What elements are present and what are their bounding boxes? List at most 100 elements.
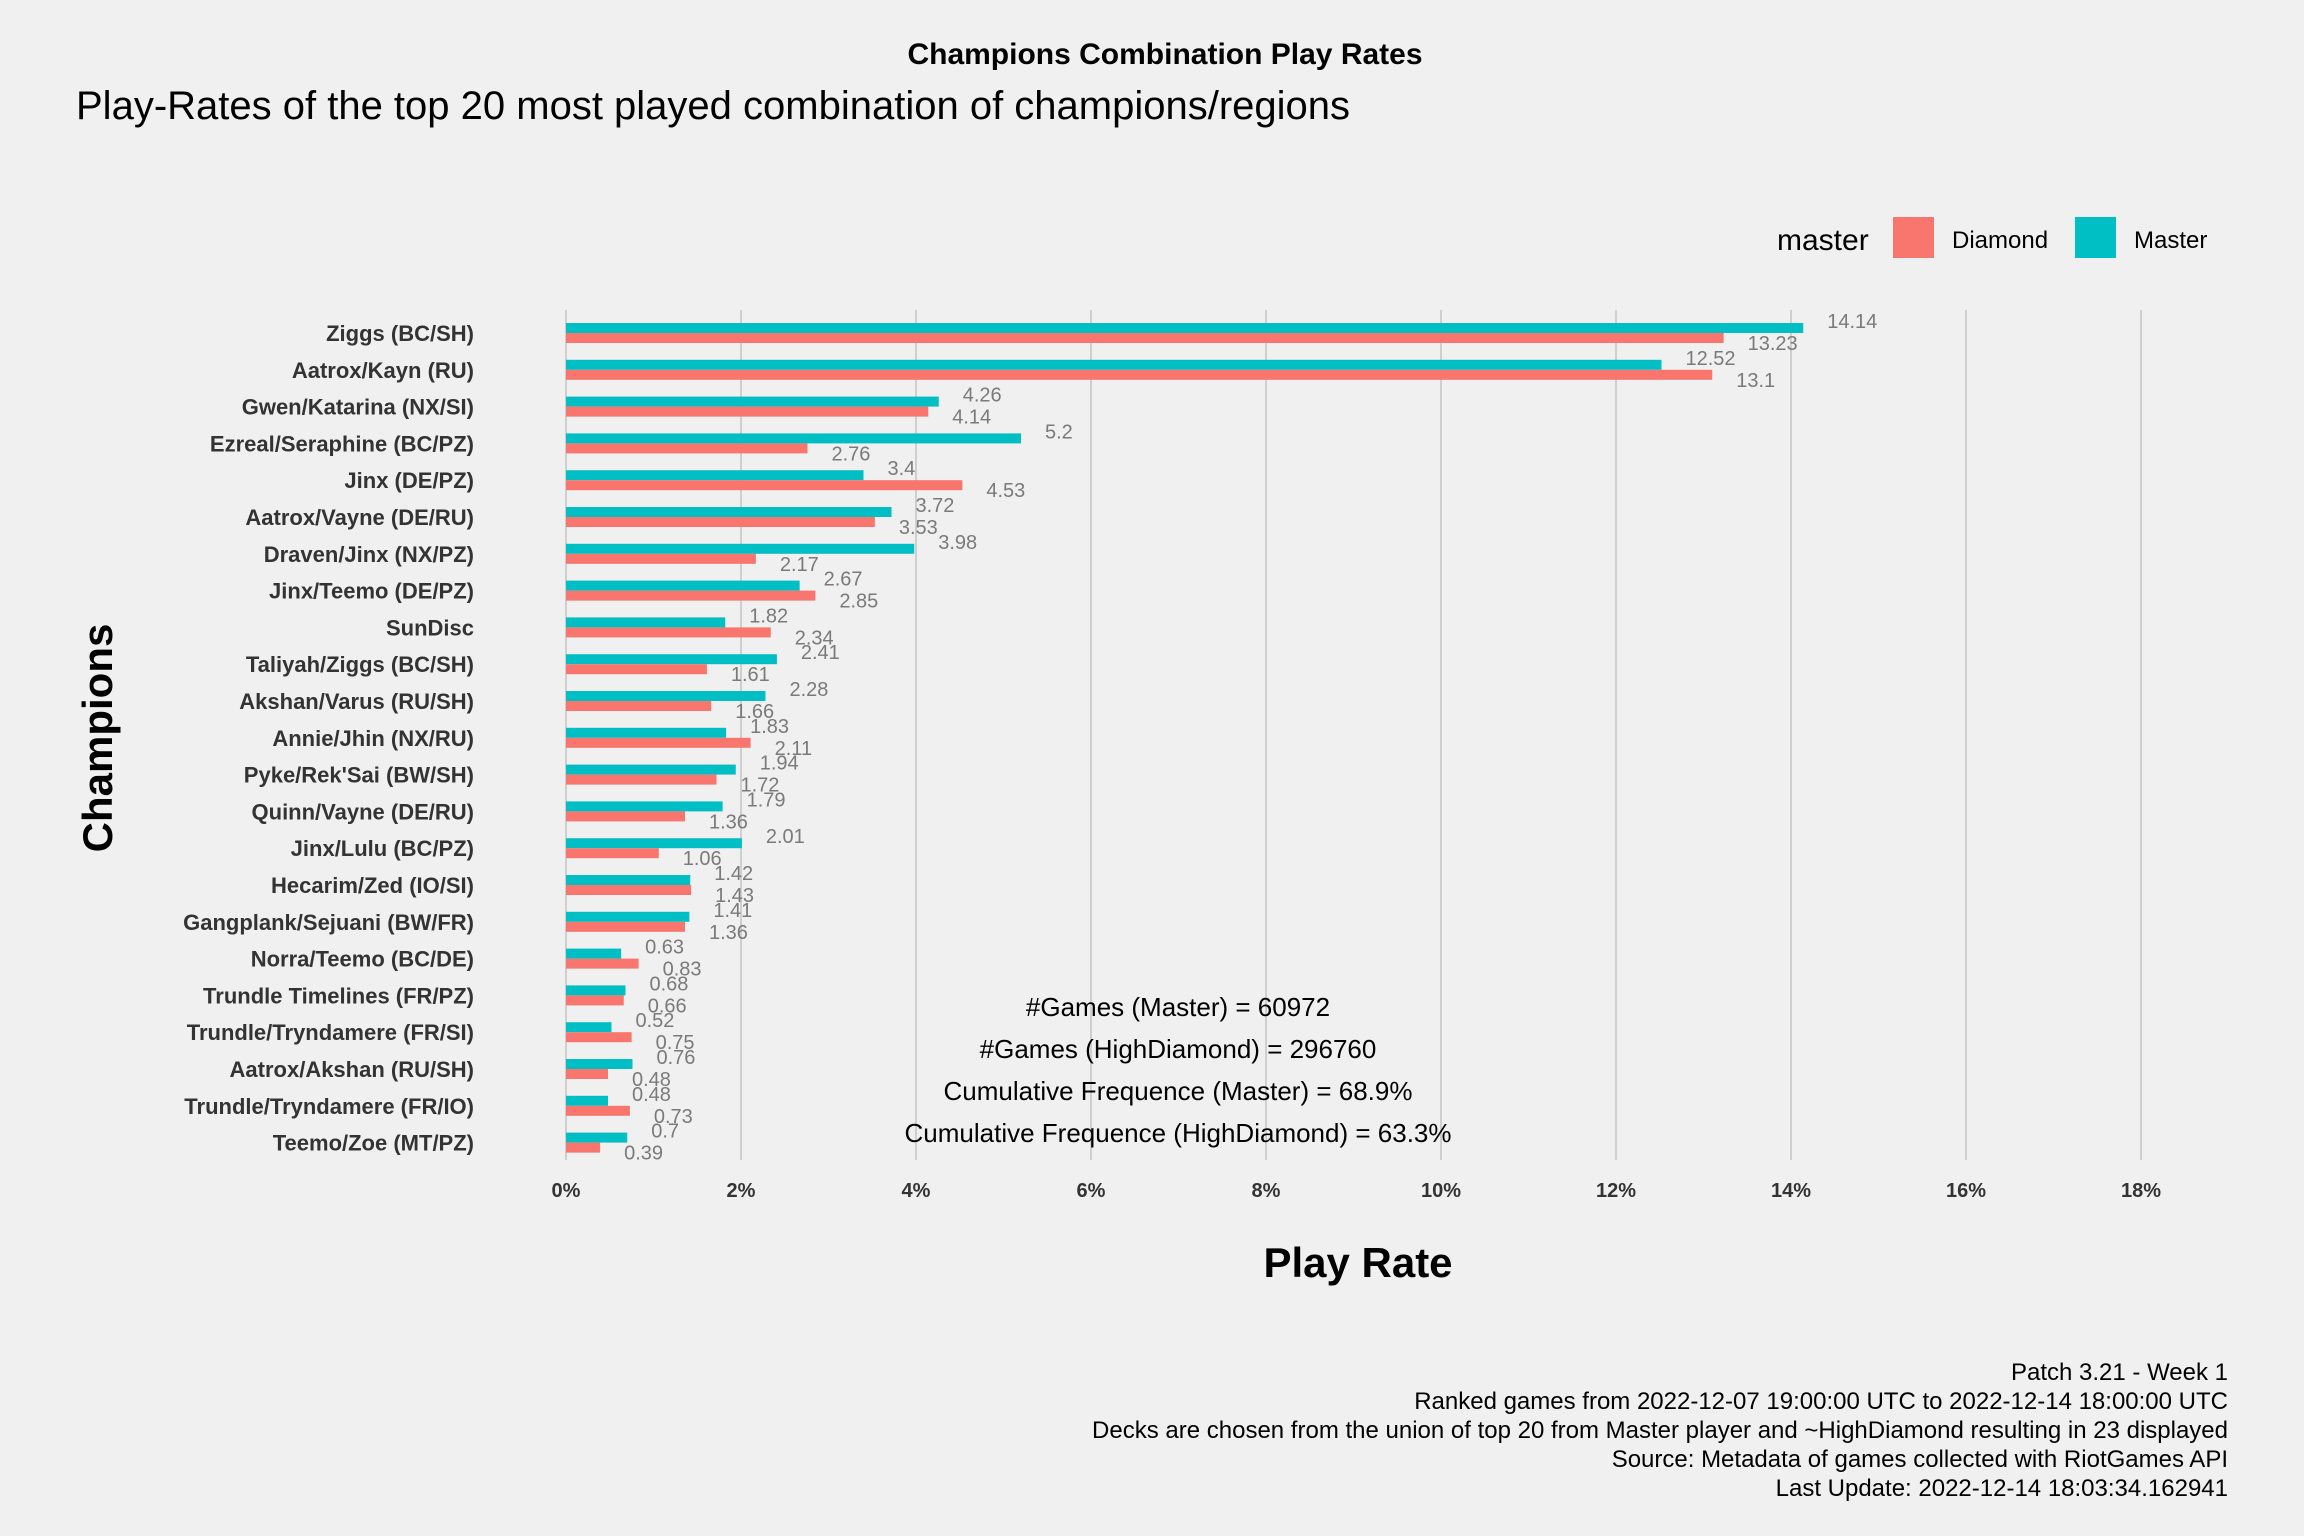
y-label-jinx-lulu-bc-pz: Jinx/Lulu (BC/PZ) <box>291 836 474 861</box>
bar-diamond-annie-jhin-nx-ru <box>566 737 751 748</box>
bar-diamond-teemo-zoe-mt-pz <box>566 1142 601 1153</box>
data-label-master: 1.83 <box>750 716 789 738</box>
annotation-games-master: #Games (Master) = 60972 <box>1026 992 1330 1022</box>
bar-master-taliyah-ziggs-bc-sh <box>566 654 777 665</box>
bar-master-ziggs-bc-sh <box>566 323 1804 333</box>
y-label-ezreal-seraphine-bc-pz: Ezreal/Seraphine (BC/PZ) <box>210 431 474 456</box>
data-label-master: 12.52 <box>1686 348 1736 370</box>
legend-swatch-diamond <box>1893 217 1934 258</box>
y-label-jinx-de-pz: Jinx (DE/PZ) <box>344 468 474 493</box>
bar-diamond-jinx-de-pz <box>566 480 963 491</box>
bar-master-trundle-timelines-fr-pz <box>566 985 626 996</box>
data-label-master: 2.67 <box>824 569 863 591</box>
x-tick-label: 2% <box>727 1180 756 1202</box>
bar-master-trundle-tryndamere-fr-io <box>566 1095 608 1106</box>
x-tick-label: 12% <box>1596 1180 1636 1202</box>
x-tick-label: 18% <box>2121 1180 2161 1202</box>
data-label-master: 1.42 <box>714 863 753 885</box>
bar-diamond-aatrox-akshan-ru-sh <box>566 1069 608 1079</box>
data-label-diamond: 4.53 <box>986 480 1025 502</box>
legend: master Diamond Master <box>1777 217 2207 258</box>
bar-master-norra-teemo-bc-de <box>566 948 622 959</box>
data-label-diamond: 0.39 <box>624 1143 663 1165</box>
chart-subtitle: Play-Rates of the top 20 most played com… <box>76 84 1350 128</box>
y-label-jinx-teemo-de-pz: Jinx/Teemo (DE/PZ) <box>269 579 474 604</box>
bar-diamond-pyke-rek-sai-bw-sh <box>566 774 717 785</box>
bar-diamond-gangplank-sejuani-bw-fr <box>566 921 685 932</box>
y-label-aatrox-kayn-ru: Aatrox/Kayn (RU) <box>292 358 474 383</box>
bar-diamond-sundisc <box>566 627 771 638</box>
y-label-taliyah-ziggs-bc-sh: Taliyah/Ziggs (BC/SH) <box>246 652 474 677</box>
annotation-cumfreq-diamond: Cumulative Frequence (HighDiamond) = 63.… <box>905 1118 1452 1148</box>
bar-master-jinx-teemo-de-pz <box>566 580 800 591</box>
bar-master-quinn-vayne-de-ru <box>566 801 723 812</box>
data-label-master: 4.26 <box>963 385 1002 407</box>
y-label-gwen-katarina-nx-si: Gwen/Katarina (NX/SI) <box>242 395 474 420</box>
y-axis-title: Champions <box>74 624 121 853</box>
data-label-diamond: 0.66 <box>648 995 687 1017</box>
data-label-diamond: 2.85 <box>839 591 878 613</box>
bar-master-teemo-zoe-mt-pz <box>566 1132 628 1143</box>
data-label-master: 3.4 <box>888 458 916 480</box>
x-axis-ticks: 0% 2% 4% 6% 8% 10% 12% 14% 16% 18% <box>552 1180 2162 1202</box>
data-label-diamond: 1.72 <box>741 775 780 797</box>
caption-line-5: Last Update: 2022-12-14 18:03:34.162941 <box>1776 1475 2228 1502</box>
annotations: #Games (Master) = 60972 #Games (HighDiam… <box>905 992 1452 1148</box>
bar-diamond-trundle-timelines-fr-pz <box>566 995 624 1006</box>
y-label-aatrox-akshan-ru-sh: Aatrox/Akshan (RU/SH) <box>230 1057 474 1082</box>
bar-master-gwen-katarina-nx-si <box>566 396 939 407</box>
bar-master-annie-jhin-nx-ru <box>566 727 727 738</box>
y-label-trundle-tryndamere-fr-si: Trundle/Tryndamere (FR/SI) <box>187 1020 474 1045</box>
y-label-norra-teemo-bc-de: Norra/Teemo (BC/DE) <box>251 947 474 972</box>
data-label-master: 2.01 <box>766 826 805 848</box>
x-tick-label: 4% <box>902 1180 931 1202</box>
caption-line-2: Ranked games from 2022-12-07 19:00:00 UT… <box>1414 1388 2228 1415</box>
bar-master-pyke-rek-sai-bw-sh <box>566 764 736 775</box>
data-label-diamond: 3.53 <box>899 517 938 539</box>
caption-line-4: Source: Metadata of games collected with… <box>1612 1446 2228 1473</box>
data-label-master: 3.98 <box>938 532 977 554</box>
y-label-ziggs-bc-sh: Ziggs (BC/SH) <box>326 321 474 346</box>
bar-diamond-taliyah-ziggs-bc-sh <box>566 664 707 675</box>
y-label-pyke-rek-sai-bw-sh: Pyke/Rek'Sai (BW/SH) <box>244 763 474 788</box>
bar-master-jinx-de-pz <box>566 470 864 481</box>
data-label-master: 1.79 <box>747 789 786 811</box>
caption-line-3: Decks are chosen from the union of top 2… <box>1092 1417 2228 1444</box>
data-label-diamond: 13.23 <box>1748 333 1798 355</box>
legend-label-diamond: Diamond <box>1952 227 2048 254</box>
y-label-quinn-vayne-de-ru: Quinn/Vayne (DE/RU) <box>252 799 474 824</box>
legend-swatch-master <box>2075 217 2116 258</box>
bar-diamond-aatrox-vayne-de-ru <box>566 517 875 527</box>
data-label-master: 3.72 <box>916 495 955 517</box>
bar-diamond-draven-jinx-nx-pz <box>566 553 756 564</box>
data-label-master: 0.68 <box>650 973 689 995</box>
data-label-diamond: 1.36 <box>709 811 748 833</box>
data-label-master: 0.52 <box>636 1010 675 1032</box>
data-label-diamond: 1.43 <box>715 885 754 907</box>
bar-master-aatrox-akshan-ru-sh <box>566 1059 633 1069</box>
data-label-master: 0.76 <box>657 1047 696 1069</box>
data-label-master: 1.41 <box>713 900 752 922</box>
data-label-master: 0.63 <box>645 937 684 959</box>
annotation-cumfreq-master: Cumulative Frequence (Master) = 68.9% <box>944 1076 1413 1106</box>
data-label-master: 1.82 <box>749 605 788 627</box>
y-label-sundisc: SunDisc <box>386 615 474 640</box>
bar-diamond-quinn-vayne-de-ru <box>566 811 685 822</box>
data-label-diamond: 2.34 <box>795 627 834 649</box>
data-label-diamond: 2.76 <box>832 443 871 465</box>
bar-master-sundisc <box>566 617 726 628</box>
data-label-master: 14.14 <box>1827 311 1877 333</box>
y-label-akshan-varus-ru-sh: Akshan/Varus (RU/SH) <box>239 689 474 714</box>
x-tick-label: 8% <box>1252 1180 1281 1202</box>
legend-title: master <box>1777 224 1869 257</box>
y-axis-labels: Ziggs (BC/SH) Aatrox/Kayn (RU) Gwen/Katari… <box>183 321 474 1156</box>
y-label-gangplank-sejuani-bw-fr: Gangplank/Sejuani (BW/FR) <box>183 910 474 935</box>
data-label-diamond: 0.75 <box>656 1032 695 1054</box>
y-label-draven-jinx-nx-pz: Draven/Jinx (NX/PZ) <box>264 542 474 567</box>
bar-master-gangplank-sejuani-bw-fr <box>566 911 690 922</box>
data-label-diamond: 1.06 <box>683 848 722 870</box>
chart-title: Champions Combination Play Rates <box>907 38 1422 71</box>
bar-master-hecarim-zed-io-si <box>566 875 691 885</box>
